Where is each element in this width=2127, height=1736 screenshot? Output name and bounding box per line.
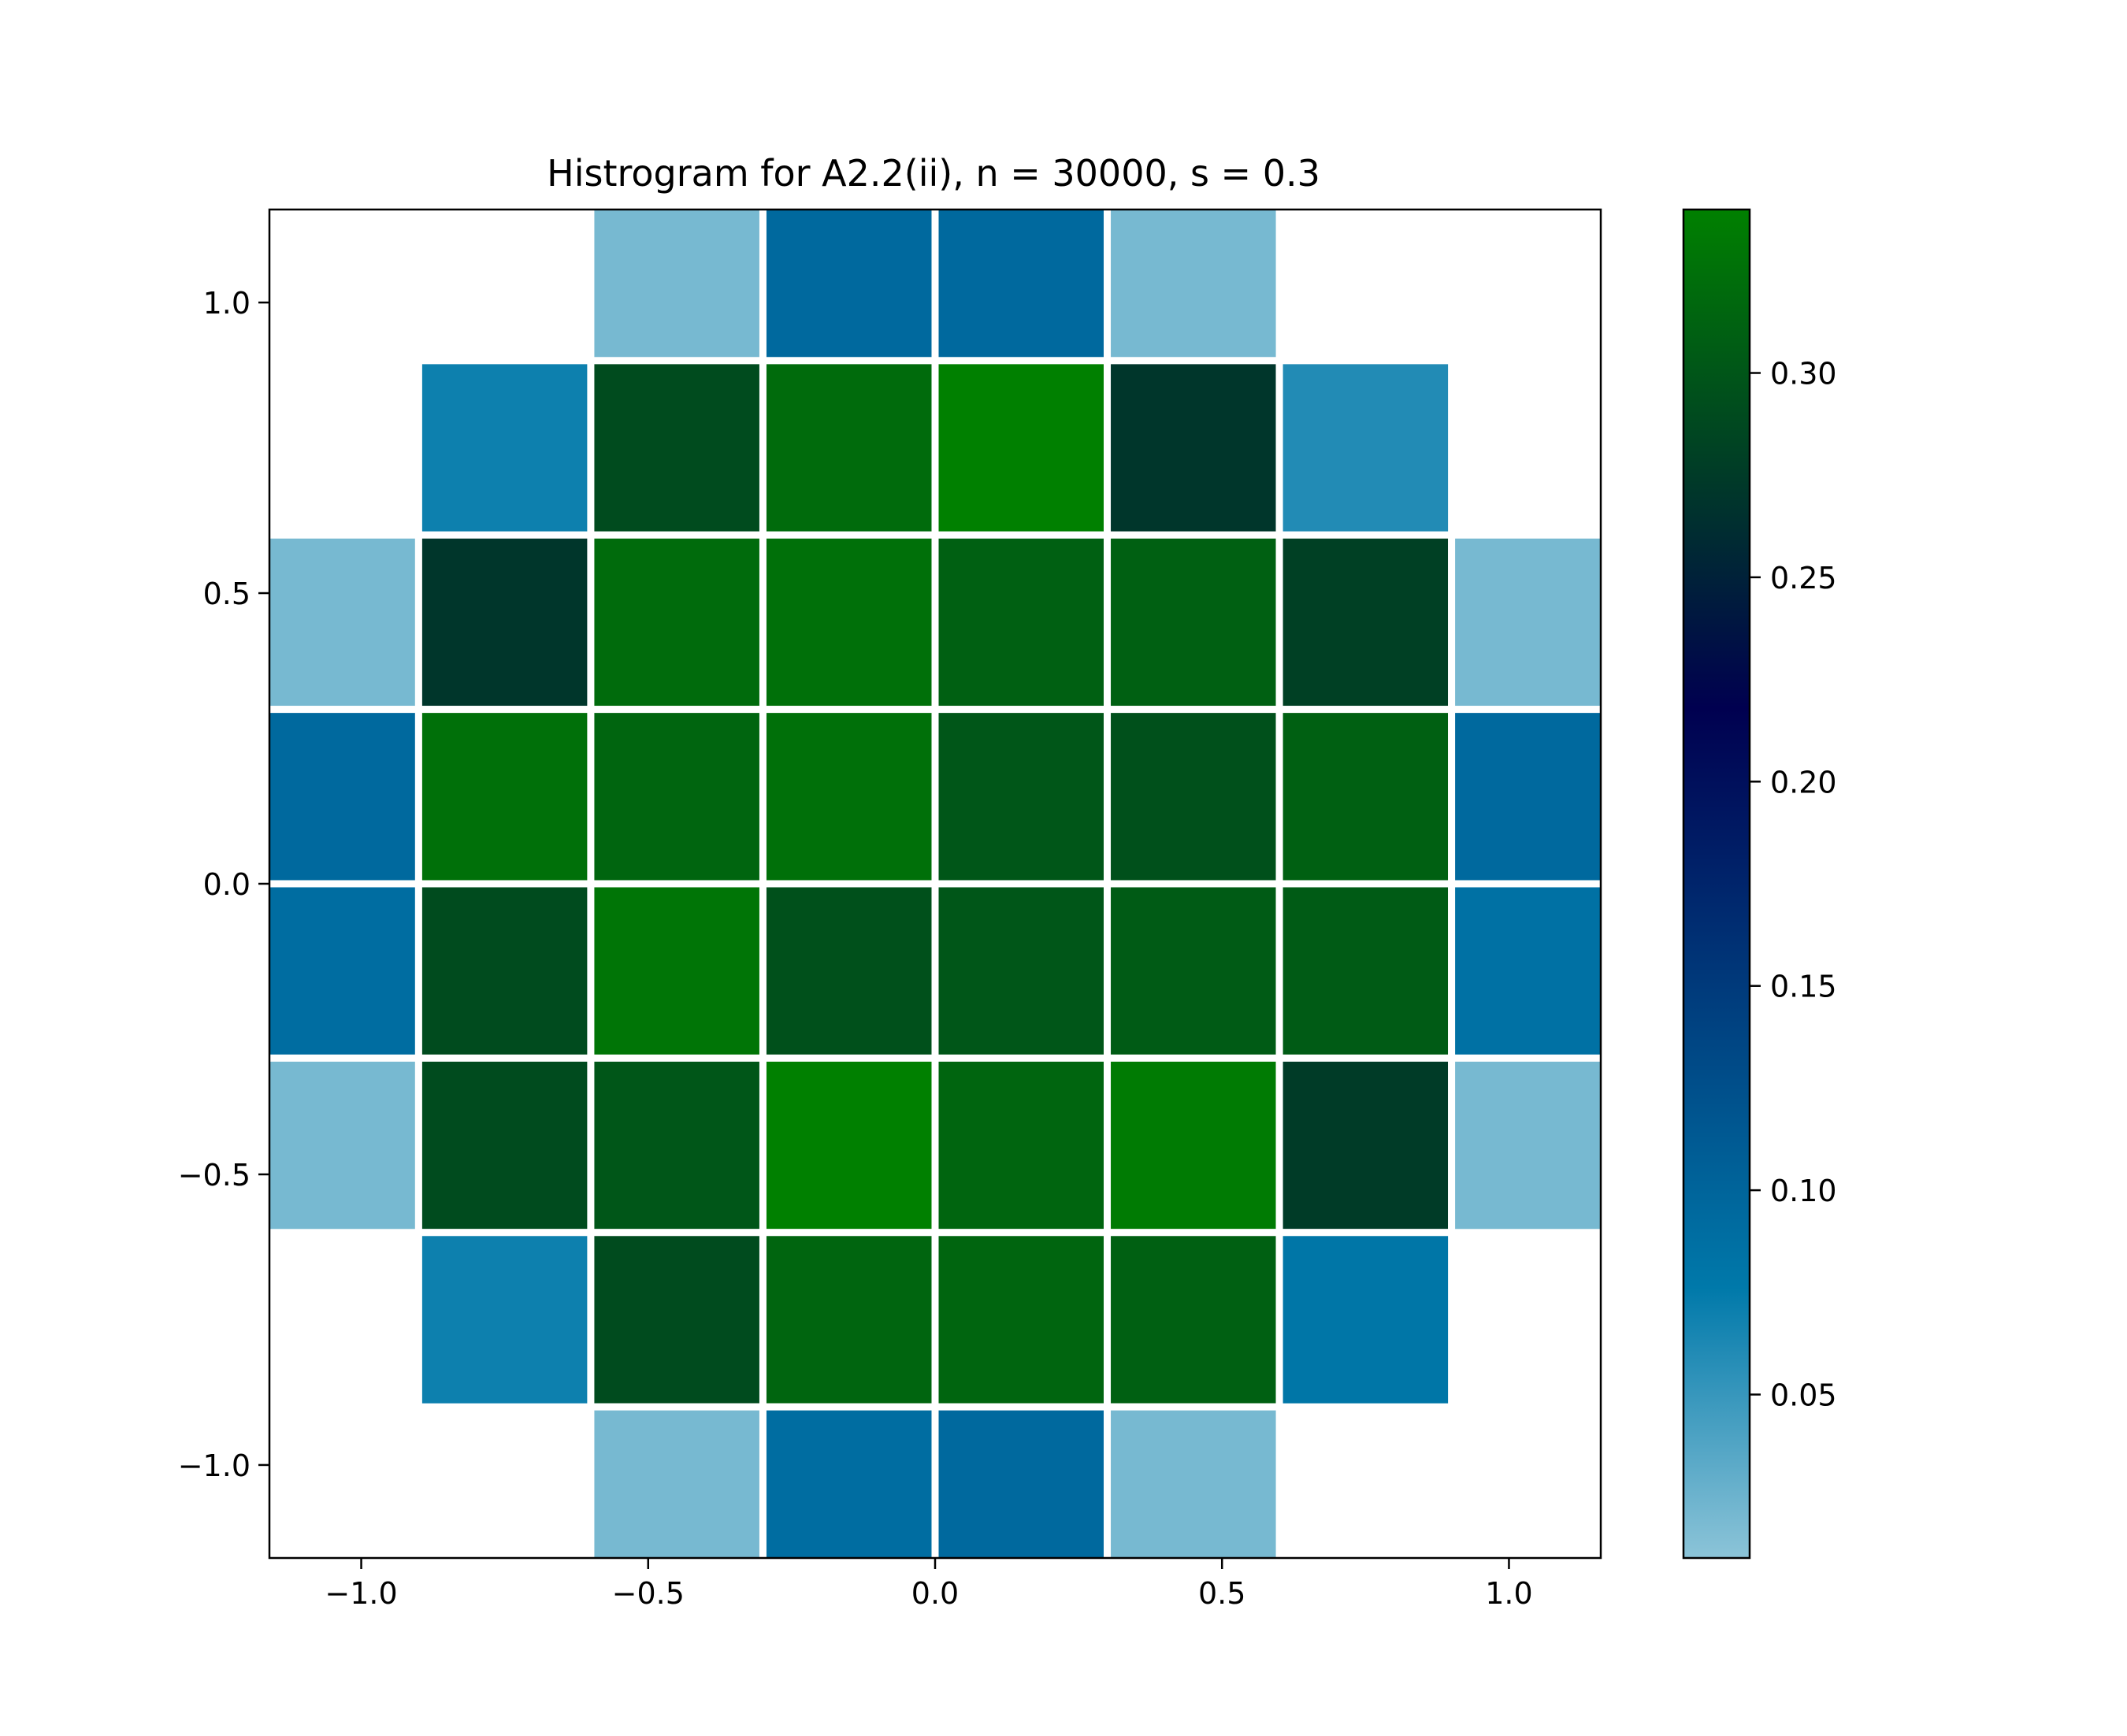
y-axis: −1.0 −0.5 0.0 0.5 1.0	[178, 286, 269, 1483]
heatmap-cells	[269, 210, 1601, 1558]
x-axis: −1.0 −0.5 0.0 0.5 1.0	[325, 1558, 1533, 1611]
heatmap-cell	[759, 357, 939, 539]
x-tick-label: −0.5	[612, 1576, 685, 1611]
heatmap-cell	[269, 880, 422, 1062]
heatmap-cell	[587, 531, 767, 714]
heatmap-cell	[414, 1229, 595, 1411]
heatmap-cell	[759, 531, 939, 714]
heatmap-cell	[587, 1229, 767, 1411]
heatmap-cell	[1275, 531, 1456, 714]
heatmap-cell	[414, 531, 595, 714]
heatmap-cell	[931, 531, 1112, 714]
y-tick-label: 1.0	[203, 286, 251, 321]
heatmap-cell	[1104, 1403, 1283, 1558]
heatmap-cell	[931, 1403, 1112, 1558]
heatmap-cell	[759, 1229, 939, 1411]
heatmap-cell	[414, 1054, 595, 1237]
y-tick-label: −1.0	[178, 1449, 251, 1483]
colorbar-tick-label: 0.15	[1770, 970, 1837, 1004]
heatmap-cell	[1448, 531, 1601, 714]
heatmap-cell	[587, 1403, 767, 1558]
heatmap-cell	[1104, 210, 1283, 365]
heatmap-cell	[587, 1054, 767, 1237]
heatmap-cell	[1275, 880, 1456, 1062]
x-tick-label: 0.0	[911, 1576, 959, 1611]
heatmap-cell	[414, 880, 595, 1062]
x-tick-label: 1.0	[1485, 1576, 1532, 1611]
heatmap-cell	[931, 706, 1112, 888]
colorbar-tick-label: 0.20	[1770, 765, 1837, 799]
heatmap-cell	[1104, 706, 1283, 888]
heatmap-cell	[1275, 1229, 1456, 1411]
colorbar-axis: 0.05 0.10 0.15 0.20 0.25 0.30	[1750, 357, 1837, 1412]
heatmap-cell	[1104, 531, 1283, 714]
heatmap-cell	[1104, 357, 1283, 539]
heatmap-cell	[1448, 880, 1601, 1062]
heatmap-cell	[269, 706, 422, 888]
heatmap-cell	[414, 706, 595, 888]
colorbar-tick-label: 0.30	[1770, 357, 1837, 391]
y-tick-label: 0.5	[203, 577, 251, 611]
y-tick-label: 0.0	[203, 867, 251, 902]
heatmap-cell	[414, 357, 595, 539]
y-tick-label: −0.5	[178, 1158, 251, 1193]
heatmap-cell	[759, 880, 939, 1062]
heatmap-cell	[587, 880, 767, 1062]
heatmap-cell	[1104, 880, 1283, 1062]
heatmap-cell	[1448, 706, 1601, 888]
heatmap-cell	[759, 1054, 939, 1237]
heatmap-cell	[587, 706, 767, 888]
x-tick-label: 0.5	[1198, 1576, 1245, 1611]
heatmap-cell	[759, 210, 939, 365]
heatmap-cell	[587, 357, 767, 539]
heatmap-cell	[1275, 357, 1456, 539]
heatmap-cell	[931, 1054, 1112, 1237]
heatmap-cell	[1104, 1054, 1283, 1237]
heatmap-cell	[1275, 1054, 1456, 1237]
heatmap-cell	[931, 210, 1112, 365]
heatmap-cell	[759, 1403, 939, 1558]
colorbar-tick-label: 0.05	[1770, 1378, 1837, 1412]
colorbar-tick-label: 0.10	[1770, 1174, 1837, 1208]
x-tick-label: −1.0	[325, 1576, 397, 1611]
colorbar-tick-label: 0.25	[1770, 561, 1837, 595]
colorbar	[1682, 208, 1751, 1560]
heatmap-cell	[587, 210, 767, 365]
heatmap-cell	[269, 1054, 422, 1237]
heatmap-cell	[759, 706, 939, 888]
heatmap-cell	[931, 1229, 1112, 1411]
heatmap-cell	[931, 357, 1112, 539]
heatmap-cell	[1275, 706, 1456, 888]
heatmap-cell	[1448, 1054, 1601, 1237]
chart-title: Histrogram for A2.2(ii), n = 30000, s = …	[547, 152, 1320, 195]
heatmap-cell	[269, 531, 422, 714]
heatmap-cell	[931, 880, 1112, 1062]
heatmap-cell	[1104, 1229, 1283, 1411]
